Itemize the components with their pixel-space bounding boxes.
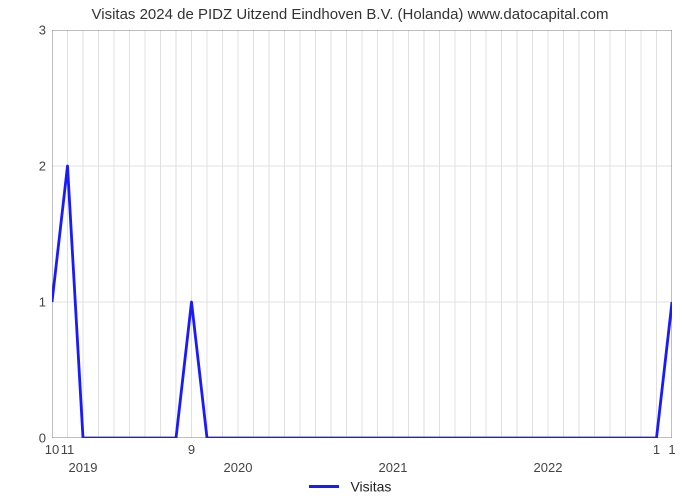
x-year-label: 2019 [69,460,98,475]
x-tick-label: 10 [45,442,59,457]
x-tick-label: 9 [188,442,195,457]
x-tick-label: 11 [61,442,75,457]
legend-label: Visitas [350,478,391,494]
y-tick-label: 3 [39,23,46,38]
x-tick-label: 1 [653,442,660,457]
legend-swatch [309,485,339,488]
y-tick-label: 2 [39,159,46,174]
plot-area [52,30,672,438]
y-tick-label: 1 [39,295,46,310]
x-year-label: 2021 [379,460,408,475]
chart-title: Visitas 2024 de PIDZ Uitzend Eindhoven B… [0,6,700,23]
x-year-label: 2020 [224,460,253,475]
x-tick-label: 1 [668,442,675,457]
plot-svg [52,30,672,438]
chart-container: Visitas 2024 de PIDZ Uitzend Eindhoven B… [0,0,700,500]
x-year-label: 2022 [534,460,563,475]
legend: Visitas [0,477,700,494]
